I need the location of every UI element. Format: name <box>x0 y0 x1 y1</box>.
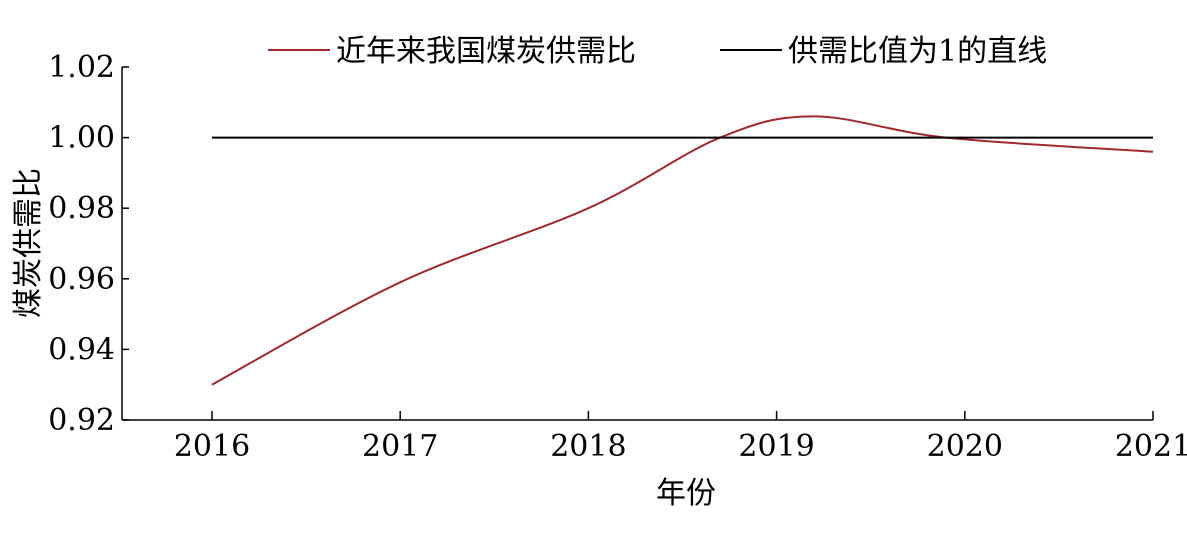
x-axis-title: 年份 <box>656 476 716 511</box>
x-tick-label: 2017 <box>362 429 438 464</box>
x-tick-label: 2018 <box>550 429 626 464</box>
x-tick-label: 2019 <box>738 429 814 464</box>
x-tick-label: 2016 <box>174 429 250 464</box>
y-tick-label: 0.94 <box>48 332 115 367</box>
legend-label-baseline: 供需比值为1的直线 <box>788 34 1047 69</box>
y-axis-title: 煤炭供需比 <box>11 168 46 318</box>
y-tick-label: 1.00 <box>48 121 115 156</box>
y-tick-label: 0.96 <box>48 262 115 297</box>
series-line-coal-ratio <box>211 115 1154 386</box>
x-tick-label: 2021 <box>1115 429 1187 464</box>
y-tick-label: 0.98 <box>48 191 115 226</box>
y-tick-label: 0.92 <box>48 403 115 438</box>
legend: 近年来我国煤炭供需比 供需比值为1的直线 <box>268 34 1047 69</box>
plot-lines <box>211 115 1154 386</box>
x-tick-label: 2020 <box>927 429 1003 464</box>
axes: 0.92 0.94 0.96 0.98 1.00 1.02 2016 2017 2018 2019… <box>48 50 1187 464</box>
y-tick-label: 1.02 <box>48 50 115 85</box>
legend-label-coal-ratio: 近年来我国煤炭供需比 <box>336 34 636 69</box>
